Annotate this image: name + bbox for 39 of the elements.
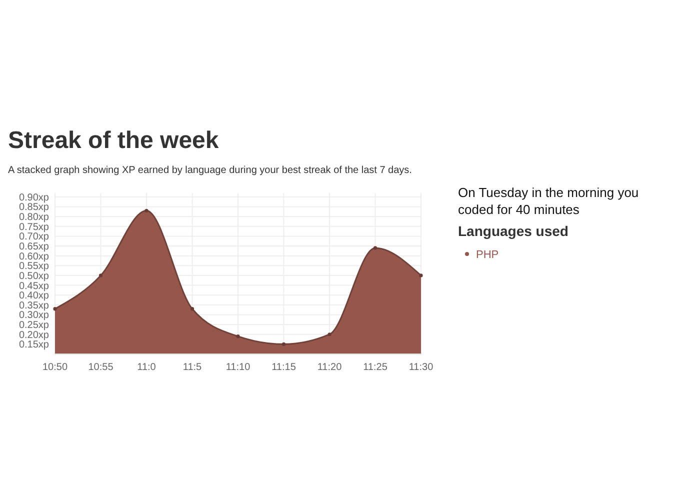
x-tick-label: 11:5 xyxy=(182,362,202,373)
point xyxy=(144,208,148,212)
y-tick-label: 0.25xp xyxy=(18,320,50,332)
y-tick-label: 0.80xp xyxy=(18,212,50,224)
point xyxy=(328,332,332,336)
legend-title: Languages used xyxy=(458,223,568,239)
point xyxy=(190,307,194,311)
y-tick-label: 0.45xp xyxy=(18,280,50,292)
y-tick-label: 0.90xp xyxy=(18,192,50,204)
point xyxy=(282,342,286,346)
y-tick-label: 0.15xp xyxy=(18,340,50,351)
y-tick-label: 0.40xp xyxy=(18,290,50,302)
x-tick-label: 11:15 xyxy=(272,362,296,373)
y-tick-label: 0.75xp xyxy=(18,222,50,233)
y-tick-label: 0.60xp xyxy=(18,251,50,262)
chart-subtitle: A stacked graph showing XP earned by language during your best streak of the last 7 days. xyxy=(8,165,412,176)
x-tick-label: 10:55 xyxy=(88,362,114,373)
y-tick-label: 0.70xp xyxy=(18,232,50,243)
x-tick-label: 11:25 xyxy=(363,362,388,373)
text: On Tuesday in the morning you coded for 40 minutes xyxy=(458,185,639,217)
y-tick-label: 0.30xp xyxy=(18,310,50,322)
point xyxy=(53,307,57,311)
point xyxy=(236,334,240,338)
chart-title: Streak of the week xyxy=(8,127,220,154)
legend-label: PHP xyxy=(476,249,499,261)
y-tick-label: 0.55xp xyxy=(18,261,50,272)
x-tick-label: 11:30 xyxy=(408,362,434,373)
point xyxy=(373,246,378,250)
point xyxy=(98,274,103,278)
point xyxy=(419,274,423,278)
y-tick-label: 0.20xp xyxy=(18,330,50,341)
y-tick-label: 0.35xp xyxy=(18,300,50,312)
y-tick-label: 0.50xp xyxy=(18,270,50,282)
x-tick-label: 11:0 xyxy=(137,362,156,373)
x-tick-label: 10:50 xyxy=(42,362,68,373)
y-tick-label: 0.65xp xyxy=(18,242,50,253)
x-tick-label: 11:20 xyxy=(317,362,342,373)
x-tick-label: 11:10 xyxy=(226,362,251,373)
y-tick-label: 0.85xp xyxy=(18,202,50,214)
